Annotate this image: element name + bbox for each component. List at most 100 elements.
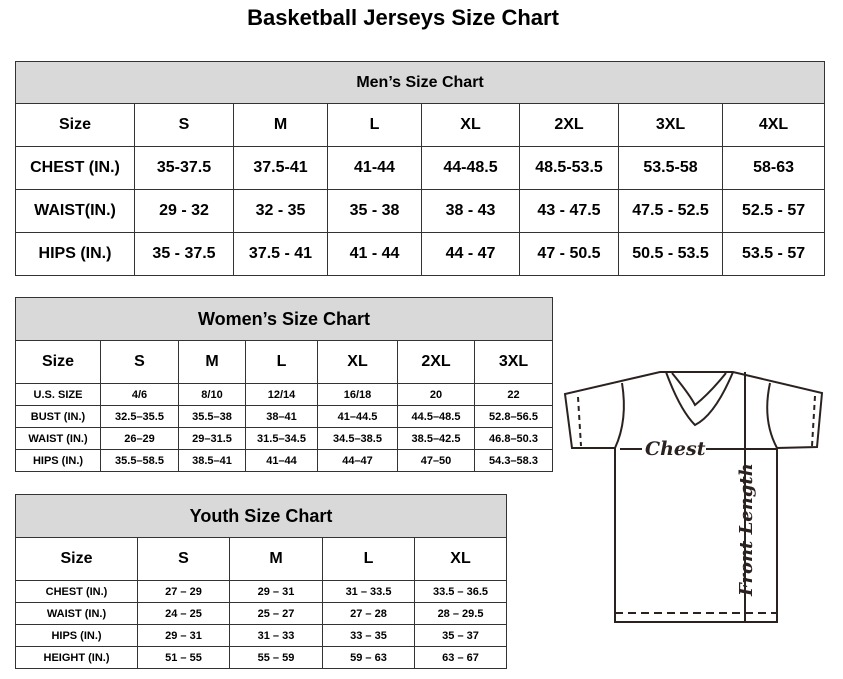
table-cell: 16/18 [317,383,398,406]
table-cell: 35.5–58.5 [100,449,179,472]
row-label: WAIST (IN.) [15,427,101,450]
header-cell: 3XL [473,340,554,384]
table-cell: 26–29 [100,427,179,450]
row-label: HIPS (IN.) [15,449,101,472]
table-cell: 12/14 [245,383,318,406]
table-cell: 47.5 - 52.5 [618,189,723,233]
table-cell: 29 – 31 [229,580,323,603]
table-cell: 35.5–38 [178,405,246,428]
womens-size-table: Women’s Size Chart Size S M L XL 2XL 3XL U.S. S… [14,297,554,472]
table-cell: 37.5-41 [233,146,328,190]
table-row: CHEST (IN.) 35-37.5 37.5-41 41-44 44-48.5 48.… [15,146,826,190]
front-length-label: Front Length [736,463,757,597]
header-cell: 3XL [618,103,723,147]
table-row: HIPS (IN.) 35 - 37.5 37.5 - 41 41 - 44 44 - … [15,232,826,276]
table-cell: 50.5 - 53.5 [618,232,723,276]
table-cell: 43 - 47.5 [519,189,619,233]
header-cell: M [178,340,246,384]
header-cell: 2XL [397,340,475,384]
table-cell: 33.5 – 36.5 [413,580,508,603]
table-row: HIPS (IN.) 29 – 31 31 – 33 33 – 35 35 – 37 [15,624,508,647]
header-cell: Size [15,103,135,147]
table-title: Youth Size Chart [14,494,508,538]
table-cell: 44 - 47 [421,232,520,276]
table-row: U.S. SIZE 4/6 8/10 12/14 16/18 20 22 [15,383,554,406]
table-cell: 33 – 35 [322,624,415,647]
table-cell: 32 - 35 [233,189,328,233]
header-cell: M [233,103,328,147]
table-cell: 38.5–42.5 [397,427,475,450]
row-label: HEIGHT (IN.) [15,646,138,669]
header-cell: 2XL [519,103,619,147]
table-row: HEIGHT (IN.) 51 – 55 55 – 59 59 – 63 63 – 67 [15,646,508,669]
table-cell: 44-48.5 [421,146,520,190]
table-cell: 8/10 [178,383,246,406]
row-label: WAIST (IN.) [15,602,138,625]
header-cell: Size [15,537,138,581]
table-cell: 52.5 - 57 [721,189,826,233]
jersey-diagram: Chest Front Length [563,371,824,623]
row-label: CHEST (IN.) [15,580,138,603]
table-cell: 51 – 55 [137,646,230,669]
table-cell: 35 - 38 [327,189,422,233]
page-title: Basketball Jerseys Size Chart [247,5,559,30]
jersey-outline [563,371,824,623]
table-row: BUST (IN.) 32.5–35.5 35.5–38 38–41 41–44.5 44… [15,405,554,428]
header-cell: 4XL [721,103,826,147]
header-cell: XL [421,103,520,147]
header-cell: XL [413,537,508,581]
table-cell: 20 [397,383,475,406]
table-cell: 31 – 33.5 [322,580,415,603]
header-cell: L [322,537,415,581]
table-cell: 54.3–58.3 [473,449,554,472]
size-header-row: Size S M L XL 2XL 3XL 4XL [15,103,826,147]
table-cell: 59 – 63 [322,646,415,669]
table-row: HIPS (IN.) 35.5–58.5 38.5–41 41–44 44–47 47–5… [15,449,554,472]
header-cell: S [137,537,230,581]
table-cell: 41-44 [327,146,422,190]
table-row: WAIST (IN.) 26–29 29–31.5 31.5–34.5 34.5–38.… [15,427,554,450]
size-header-row: Size S M L XL [15,537,508,581]
row-label: HIPS (IN.) [15,232,135,276]
table-cell: 53.5-58 [618,146,723,190]
table-title: Women’s Size Chart [14,297,554,341]
header-cell: M [229,537,323,581]
table-cell: 44.5–48.5 [397,405,475,428]
youth-size-table: Youth Size Chart Size S M L XL CHEST (IN.) 27 … [14,494,508,669]
table-cell: 47–50 [397,449,475,472]
table-cell: 29–31.5 [178,427,246,450]
table-cell: 29 – 31 [137,624,230,647]
table-cell: 37.5 - 41 [233,232,328,276]
header-cell: L [245,340,318,384]
table-cell: 32.5–35.5 [100,405,179,428]
table-cell: 41–44 [245,449,318,472]
table-cell: 53.5 - 57 [721,232,826,276]
table-row: WAIST(IN.) 29 - 32 32 - 35 35 - 38 38 - 43 43… [15,189,826,233]
table-cell: 46.8–50.3 [473,427,554,450]
table-cell: 24 – 25 [137,602,230,625]
table-title: Men’s Size Chart [14,61,826,104]
table-cell: 4/6 [100,383,179,406]
table-cell: 55 – 59 [229,646,323,669]
table-cell: 25 – 27 [229,602,323,625]
table-cell: 63 – 67 [413,646,508,669]
size-header-row: Size S M L XL 2XL 3XL [15,340,554,384]
table-cell: 28 – 29.5 [413,602,508,625]
row-label: HIPS (IN.) [15,624,138,647]
row-label: CHEST (IN.) [15,146,135,190]
header-cell: S [100,340,179,384]
table-cell: 41 - 44 [327,232,422,276]
table-cell: 47 - 50.5 [519,232,619,276]
header-cell: Size [15,340,101,384]
table-cell: 22 [473,383,554,406]
row-label: BUST (IN.) [15,405,101,428]
table-cell: 35 - 37.5 [134,232,234,276]
table-cell: 35 – 37 [413,624,508,647]
table-cell: 38–41 [245,405,318,428]
table-cell: 52.8–56.5 [473,405,554,428]
table-cell: 58-63 [721,146,826,190]
table-cell: 27 – 28 [322,602,415,625]
header-cell: XL [317,340,398,384]
row-label: U.S. SIZE [15,383,101,406]
table-cell: 41–44.5 [317,405,398,428]
